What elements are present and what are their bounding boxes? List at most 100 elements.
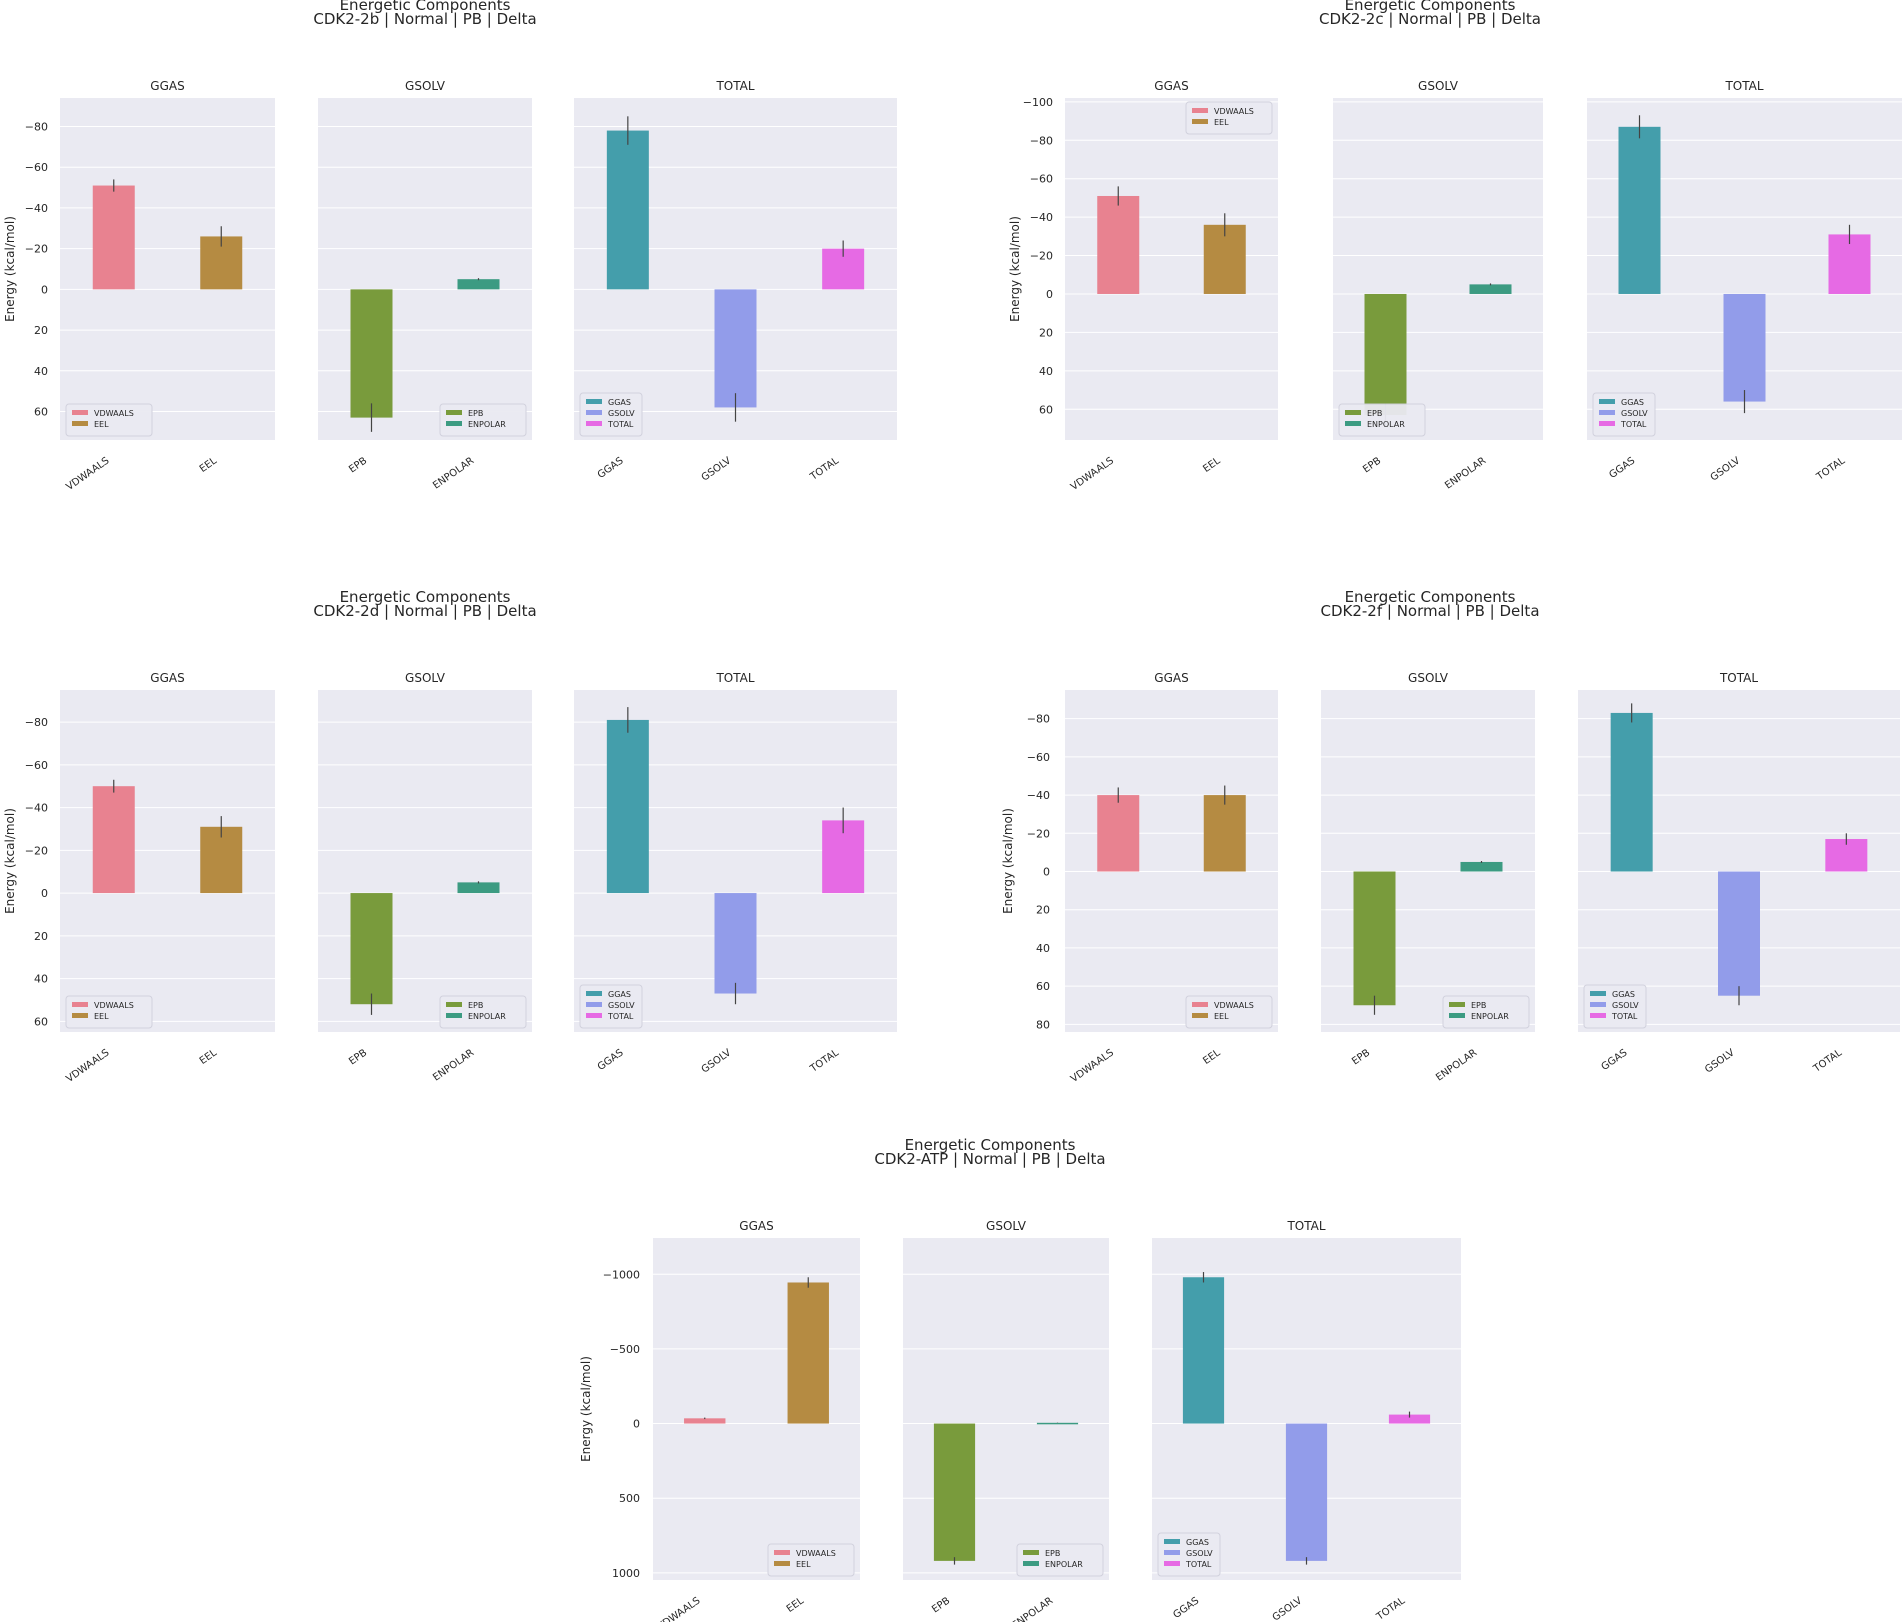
panel-background xyxy=(60,98,275,440)
legend-swatch-total xyxy=(586,421,602,426)
chart-subtitle: CDK2-2f | Normal | PB | Delta xyxy=(1320,602,1539,620)
legend-label: GGAS xyxy=(608,990,631,999)
legend-label: GSOLV xyxy=(1186,1549,1213,1558)
x-tick-label: VDWAALS xyxy=(1069,455,1116,493)
x-tick-label: EPB xyxy=(347,1047,369,1067)
panel-gsolv: GSOLV EPB ENPOLAR EPB ENPOLAR xyxy=(318,79,532,492)
x-tick-label: ENPOLAR xyxy=(431,455,476,491)
x-tick-label: TOTAL xyxy=(1814,455,1847,483)
legend-swatch-eel xyxy=(1192,119,1208,124)
panel-title: GSOLV xyxy=(405,79,446,93)
panel-title: TOTAL xyxy=(1724,79,1763,93)
x-tick-label: VDWAALS xyxy=(655,1595,702,1622)
panel-title: TOTAL xyxy=(1286,1219,1325,1233)
x-tick-label: ENPOLAR xyxy=(431,1047,476,1083)
panel-gsolv: GSOLV EPB ENPOLAR EPB ENPOLAR xyxy=(318,671,532,1084)
panel-total: TOTAL GGAS GSOLV TOTAL GGAS GSOLV TOTAL xyxy=(1587,79,1902,484)
bar-vdwaals xyxy=(684,1418,726,1424)
bar-gsolv xyxy=(714,289,757,408)
y-tick-label: −40 xyxy=(25,802,48,815)
x-tick-label: TOTAL xyxy=(1374,1595,1407,1622)
bar-epb xyxy=(350,289,393,418)
legend-swatch-ggas xyxy=(1164,1539,1180,1544)
legend-swatch-eel xyxy=(72,1013,88,1018)
legend-label: GGAS xyxy=(608,398,631,407)
x-tick-label: EEL xyxy=(785,1595,807,1615)
chart-title: Energetic Components xyxy=(340,588,511,606)
y-tick-label: 40 xyxy=(34,365,48,378)
legend-label: EPB xyxy=(1367,409,1382,418)
panel-total: TOTAL GGAS GSOLV TOTAL GGAS GSOLV TOTAL xyxy=(574,79,897,484)
y-tick-label: −100 xyxy=(1023,96,1053,109)
y-axis-label: Energy (kcal/mol) xyxy=(3,216,17,322)
panel-total: TOTAL GGAS GSOLV TOTAL GGAS GSOLV TOTAL xyxy=(1152,1219,1461,1622)
panel-background xyxy=(1065,690,1278,1032)
bar-total xyxy=(1388,1414,1431,1424)
panel-title: GGAS xyxy=(150,671,184,685)
panel-background xyxy=(1065,98,1278,440)
legend-label: EPB xyxy=(1471,1001,1486,1010)
y-tick-label: −80 xyxy=(1030,134,1053,147)
legend-swatch-enpolar xyxy=(446,1013,462,1018)
bar-eel xyxy=(200,826,243,894)
legend-swatch-gsolv xyxy=(1164,1550,1180,1555)
x-tick-label: GGAS xyxy=(1607,455,1637,480)
y-tick-label: −20 xyxy=(25,243,48,256)
legend-label: VDWAALS xyxy=(796,1549,836,1558)
chart-title: Energetic Components xyxy=(1345,588,1516,606)
legend-swatch-eel xyxy=(1192,1013,1208,1018)
legend-swatch-eel xyxy=(774,1561,790,1566)
legend-label: GGAS xyxy=(1621,398,1644,407)
legend: EPB ENPOLAR xyxy=(1442,995,1530,1029)
bar-epb xyxy=(350,893,393,1005)
legend-label: ENPOLAR xyxy=(468,420,506,429)
panel-total: TOTAL GGAS GSOLV TOTAL GGAS GSOLV TOTAL xyxy=(1578,671,1900,1076)
y-tick-label: 20 xyxy=(34,930,48,943)
y-axis-label: Energy (kcal/mol) xyxy=(3,808,17,914)
bar-ggas xyxy=(1610,712,1653,872)
panel-title: TOTAL xyxy=(715,79,754,93)
panel-title: GGAS xyxy=(1154,671,1188,685)
chart-subtitle: CDK2-ATP | Normal | PB | Delta xyxy=(874,1150,1105,1168)
panel-title: GSOLV xyxy=(405,671,446,685)
legend-swatch-total xyxy=(1599,421,1615,426)
y-tick-label: 20 xyxy=(1036,904,1050,917)
legend-label: VDWAALS xyxy=(94,409,134,418)
y-tick-label: −60 xyxy=(25,161,48,174)
legend-swatch-epb xyxy=(1449,1002,1465,1007)
y-tick-label: −20 xyxy=(1030,250,1053,263)
chart-title: Energetic Components xyxy=(1345,0,1516,14)
y-tick-label: −20 xyxy=(1027,827,1050,840)
bar-enpolar xyxy=(1036,1422,1079,1425)
legend-swatch-gsolv xyxy=(1599,410,1615,415)
legend-swatch-vdwaals xyxy=(72,410,88,415)
panel-gsolv: GSOLV EPB ENPOLAR EPB ENPOLAR xyxy=(903,1219,1109,1622)
bar-gsolv xyxy=(1718,871,1760,996)
legend-label: VDWAALS xyxy=(94,1001,134,1010)
y-axis-label: Energy (kcal/mol) xyxy=(1001,808,1015,914)
bar-ggas xyxy=(606,719,649,894)
legend-swatch-ggas xyxy=(586,991,602,996)
legend: EPB ENPOLAR xyxy=(439,403,527,437)
panel-title: GGAS xyxy=(739,1219,773,1233)
y-tick-label: 60 xyxy=(34,1015,48,1028)
legend: VDWAALS EEL xyxy=(1185,995,1273,1029)
panel-gsolv: GSOLV EPB ENPOLAR EPB ENPOLAR xyxy=(1321,671,1535,1084)
legend-swatch-epb xyxy=(446,410,462,415)
x-tick-label: VDWAALS xyxy=(64,1047,111,1085)
y-tick-label: 40 xyxy=(34,973,48,986)
legend-label: GSOLV xyxy=(1621,409,1648,418)
panel-background xyxy=(60,690,275,1032)
x-tick-label: VDWAALS xyxy=(64,455,111,493)
legend-label: GGAS xyxy=(1186,1538,1209,1547)
legend: VDWAALS EEL xyxy=(65,403,153,437)
legend-swatch-total xyxy=(1164,1561,1180,1566)
x-tick-label: EPB xyxy=(347,455,369,475)
chart-subtitle: CDK2-2d | Normal | PB | Delta xyxy=(313,602,536,620)
x-tick-label: EEL xyxy=(1201,455,1223,475)
legend: VDWAALS EEL xyxy=(767,1543,855,1577)
bar-vdwaals xyxy=(1097,795,1140,872)
legend-swatch-epb xyxy=(1345,410,1361,415)
